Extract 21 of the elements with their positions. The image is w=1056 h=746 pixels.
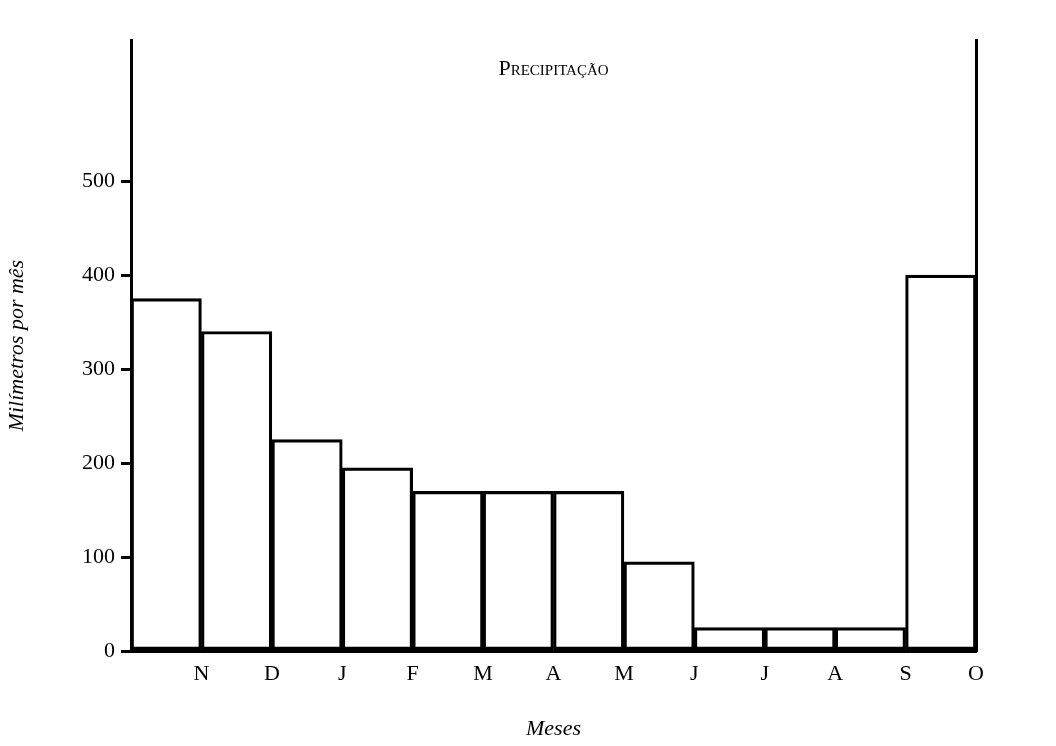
y-tick-label: 0 [104, 636, 115, 662]
x-tick-label: A [545, 660, 562, 686]
x-tick-label: N [193, 660, 210, 686]
x-tick-label: S [899, 660, 912, 686]
x-tick-label: J [760, 660, 770, 686]
x-tick-label: O [968, 660, 984, 686]
x-tick-label: J [337, 660, 347, 686]
text: Precipitação [498, 54, 609, 80]
x-tick-label: M [614, 660, 634, 686]
y-tick-label: 200 [82, 448, 115, 474]
x-tick-label: D [263, 660, 280, 686]
x-tick-label: A [827, 660, 844, 686]
x-tick-label: M [473, 660, 493, 686]
y-tick-label: 500 [82, 166, 115, 192]
x-tick-label: J [690, 660, 700, 686]
y-tick-label: 100 [82, 542, 115, 568]
y-tick-label: 300 [82, 354, 115, 380]
y-axis-title: Milímetros por mês [2, 259, 28, 433]
x-tick-label: F [406, 660, 419, 686]
x-axis-title: Meses [525, 714, 581, 740]
y-tick-label: 400 [82, 260, 115, 286]
